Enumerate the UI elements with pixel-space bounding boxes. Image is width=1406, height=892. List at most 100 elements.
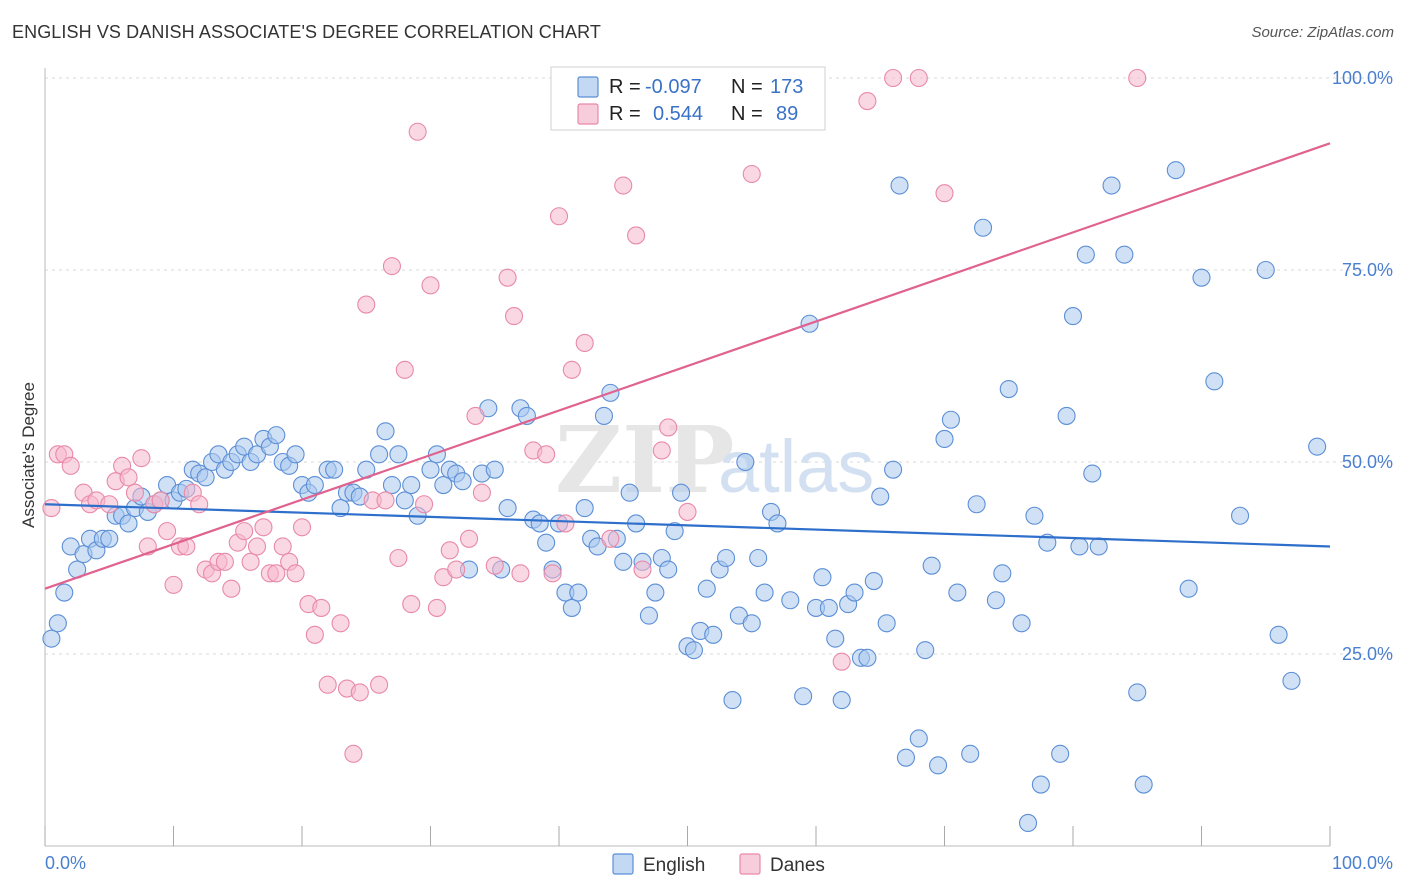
danes-point <box>312 598 331 617</box>
y-tick-label: 25.0% <box>1342 644 1393 664</box>
english-point <box>1051 744 1070 763</box>
english-point <box>922 556 941 575</box>
english-point <box>672 483 691 502</box>
english-point <box>909 729 928 748</box>
english-point <box>1308 437 1327 456</box>
danes-point <box>466 406 485 425</box>
english-point <box>196 468 215 487</box>
english-point <box>916 641 935 660</box>
english-point <box>1057 406 1076 425</box>
danes-point <box>376 491 395 510</box>
english-point <box>999 379 1018 399</box>
english-point <box>961 744 980 763</box>
danes-point <box>305 625 324 644</box>
watermark: ZIP atlas <box>555 406 874 514</box>
english-point <box>55 583 74 602</box>
danes-point <box>100 495 119 514</box>
english-point <box>1031 775 1050 794</box>
bottom-legend-danes-swatch <box>739 853 761 875</box>
danes-point <box>292 518 312 537</box>
legend-danes-r-value: 0.544 <box>653 103 703 125</box>
danes-point <box>652 441 671 460</box>
danes-point <box>504 307 524 326</box>
english-point <box>845 583 864 602</box>
english-point <box>1269 625 1288 644</box>
english-point <box>370 445 389 464</box>
english-point <box>781 591 800 610</box>
english-point <box>948 583 967 602</box>
english-point <box>1070 537 1089 556</box>
english-point <box>395 491 414 510</box>
danes-point <box>151 491 170 510</box>
english-point <box>1102 176 1121 195</box>
danes-point <box>614 176 633 195</box>
english-point <box>736 452 755 472</box>
danes-point <box>562 360 581 379</box>
english-point <box>813 568 832 587</box>
danes-point <box>408 122 427 141</box>
english-point <box>1012 614 1031 633</box>
english-point <box>100 529 119 548</box>
bottom-legend-english-swatch <box>612 853 634 875</box>
danes-point <box>241 552 260 571</box>
danes-point <box>318 675 337 694</box>
danes-point <box>402 595 421 614</box>
english-point <box>1205 372 1224 391</box>
danes-point <box>42 499 61 518</box>
danes-point <box>633 560 652 579</box>
danes-point <box>511 564 530 583</box>
danes-point <box>421 276 440 295</box>
english-point <box>993 564 1012 583</box>
danes-point <box>119 468 138 487</box>
english-point <box>453 472 472 491</box>
legend-english-n-label: N = <box>731 76 763 98</box>
y-tick-label: 75.0% <box>1342 260 1393 280</box>
danes-point <box>357 295 376 314</box>
english-point <box>1134 775 1153 794</box>
danes-point <box>344 744 363 763</box>
danes-point <box>215 552 234 571</box>
danes-point <box>222 579 241 598</box>
english-point <box>716 548 736 568</box>
english-point <box>1063 307 1083 326</box>
english-point <box>890 176 909 195</box>
english-point <box>794 687 813 706</box>
legend-bottom: English Danes <box>612 853 825 876</box>
legend-danes-n-value: 89 <box>776 103 798 125</box>
danes-point <box>273 537 292 556</box>
danes-point <box>382 257 402 276</box>
danes-point <box>549 207 569 226</box>
english-point <box>967 495 986 514</box>
danes-point <box>884 68 903 88</box>
danes-point <box>370 675 389 694</box>
english-point <box>1115 245 1134 264</box>
english-point <box>382 475 402 495</box>
danes-point <box>235 522 254 541</box>
english-point <box>530 514 549 533</box>
legend-english-r-label: R = <box>609 76 641 98</box>
english-point <box>389 445 408 464</box>
english-point <box>871 487 890 506</box>
trend-lines <box>44 142 1331 590</box>
danes-point <box>427 598 446 617</box>
danes-point <box>556 514 575 533</box>
english-point <box>697 579 716 598</box>
english-point <box>331 499 350 518</box>
english-point <box>646 583 665 602</box>
legend-danes-swatch <box>577 103 599 125</box>
legend-top: R = -0.097 N = 173 R = 0.544 N = 89 <box>550 66 826 131</box>
danes-point <box>61 456 80 475</box>
danes-point <box>627 226 646 245</box>
english-point <box>877 614 896 633</box>
english-point <box>267 426 286 445</box>
legend-english-swatch <box>577 76 599 98</box>
bottom-legend-english-label: English <box>643 855 705 876</box>
danes-point <box>909 68 928 88</box>
english-point <box>48 614 67 633</box>
danes-point <box>832 652 851 671</box>
english-point <box>1192 268 1211 287</box>
english-point <box>864 571 883 591</box>
danes-point <box>459 529 479 548</box>
danes-point <box>389 548 408 568</box>
legend-english-r-value: -0.097 <box>645 76 702 98</box>
